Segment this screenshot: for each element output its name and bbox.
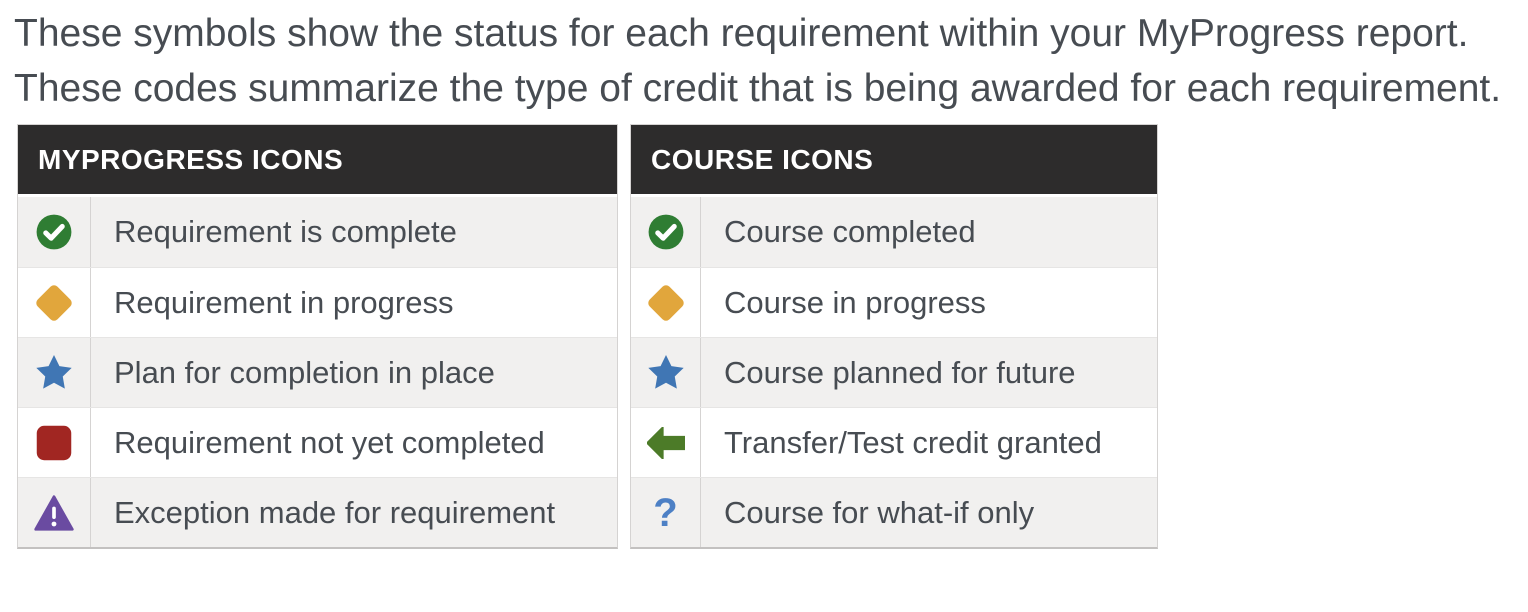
diamond-icon (642, 279, 690, 327)
question-mark-icon: ? (653, 490, 678, 535)
row-label: Plan for completion in place (114, 354, 495, 390)
icon-cell (18, 338, 91, 407)
label-cell: Course completed (701, 197, 1157, 267)
icon-cell: ? (631, 478, 701, 547)
icon-cell (18, 408, 91, 477)
label-cell: Course in progress (701, 268, 1157, 337)
label-cell: Requirement in progress (91, 268, 617, 337)
row-label: Course in progress (724, 284, 986, 320)
table-row: Requirement not yet completed (18, 407, 617, 477)
table-row: Requirement in progress (18, 267, 617, 337)
intro-line-1: These symbols show the status for each r… (14, 12, 1469, 55)
row-label: Requirement is complete (114, 214, 457, 249)
icon-cell (631, 408, 701, 477)
row-label: Exception made for requirement (114, 494, 556, 530)
table-row: Exception made for requirement (18, 477, 617, 547)
table-row: Transfer/Test credit granted (631, 407, 1157, 477)
table-row: Course completed (631, 197, 1157, 267)
diamond-icon (30, 279, 78, 327)
icon-cell (631, 268, 701, 337)
row-label: Course planned for future (724, 354, 1076, 390)
table-row: Course in progress (631, 267, 1157, 337)
row-label: Course completed (724, 214, 976, 249)
label-cell: Requirement not yet completed (91, 408, 617, 477)
legend-tables: MYPROGRESS ICONS Requirement is complete… (17, 124, 1528, 549)
row-label: Requirement in progress (114, 284, 454, 320)
check-circle-icon (35, 213, 73, 251)
table-row: Requirement is complete (18, 197, 617, 267)
myprogress-icons-table: MYPROGRESS ICONS Requirement is complete… (17, 124, 618, 549)
icon-cell (631, 197, 701, 267)
table-header: COURSE ICONS (631, 125, 1157, 194)
square-icon (36, 425, 72, 461)
table-body: Requirement is complete Requirement in pr… (18, 197, 617, 547)
label-cell: Requirement is complete (91, 197, 617, 267)
table-body: Course completed Course in progress Course… (631, 197, 1157, 547)
myprogress-legend-page: These symbols show the status for each r… (14, 12, 1528, 549)
table-row: ? Course for what-if only (631, 477, 1157, 547)
star-icon (33, 352, 75, 394)
warning-triangle-icon (34, 494, 74, 532)
icon-cell (18, 268, 91, 337)
row-label: Course for what-if only (724, 494, 1035, 530)
label-cell: Course for what-if only (701, 478, 1157, 547)
intro-line-2: These codes summarize the type of credit… (14, 67, 1502, 110)
table-header: MYPROGRESS ICONS (18, 125, 617, 194)
row-label: Requirement not yet completed (114, 424, 545, 460)
label-cell: Exception made for requirement (91, 478, 617, 547)
icon-cell (18, 197, 91, 267)
label-cell: Transfer/Test credit granted (701, 408, 1157, 477)
label-cell: Plan for completion in place (91, 338, 617, 407)
table-row: Plan for completion in place (18, 337, 617, 407)
icon-cell (631, 338, 701, 407)
check-circle-icon (647, 213, 685, 251)
label-cell: Course planned for future (701, 338, 1157, 407)
arrow-left-icon (646, 426, 685, 459)
course-icons-table: COURSE ICONS Course completed Course in p… (630, 124, 1158, 549)
row-label: Transfer/Test credit granted (724, 424, 1102, 460)
icon-cell (18, 478, 91, 547)
star-icon (645, 352, 687, 394)
table-row: Course planned for future (631, 337, 1157, 407)
